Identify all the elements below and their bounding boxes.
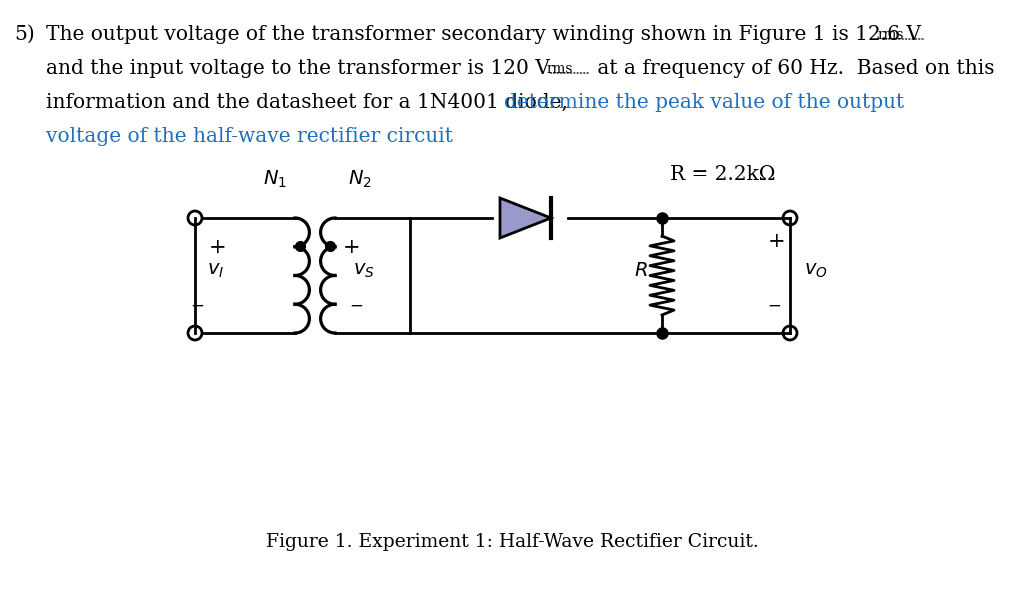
Text: +: + xyxy=(343,238,360,257)
Text: R = 2.2kΩ: R = 2.2kΩ xyxy=(670,165,775,184)
Text: $N_2$: $N_2$ xyxy=(348,169,372,190)
Text: rms: rms xyxy=(878,28,904,42)
Text: −: − xyxy=(767,298,781,315)
Text: voltage of the half-wave rectifier circuit: voltage of the half-wave rectifier circu… xyxy=(46,127,453,146)
Text: $v_I$: $v_I$ xyxy=(207,261,224,280)
Text: at a frequency of 60 Hz.  Based on this: at a frequency of 60 Hz. Based on this xyxy=(591,59,994,78)
Text: rms: rms xyxy=(547,62,573,76)
Text: $v_S$: $v_S$ xyxy=(353,261,375,280)
Text: R: R xyxy=(635,261,648,280)
Text: The output voltage of the transformer secondary winding shown in Figure 1 is 12.: The output voltage of the transformer se… xyxy=(46,25,921,44)
Text: +: + xyxy=(768,232,785,251)
Text: +: + xyxy=(209,238,226,257)
Text: $N_1$: $N_1$ xyxy=(263,169,287,190)
Text: determine the peak value of the output: determine the peak value of the output xyxy=(504,93,904,112)
Text: −: − xyxy=(190,298,204,315)
Text: 5): 5) xyxy=(14,25,35,44)
Text: information and the datasheet for a 1N4001 diode,: information and the datasheet for a 1N40… xyxy=(46,93,574,112)
Text: Figure 1. Experiment 1: Half-Wave Rectifier Circuit.: Figure 1. Experiment 1: Half-Wave Rectif… xyxy=(265,533,759,551)
Text: $v_O$: $v_O$ xyxy=(804,261,827,280)
Text: and the input voltage to the transformer is 120 V: and the input voltage to the transformer… xyxy=(46,59,550,78)
Polygon shape xyxy=(500,198,551,238)
Text: −: − xyxy=(349,298,362,315)
